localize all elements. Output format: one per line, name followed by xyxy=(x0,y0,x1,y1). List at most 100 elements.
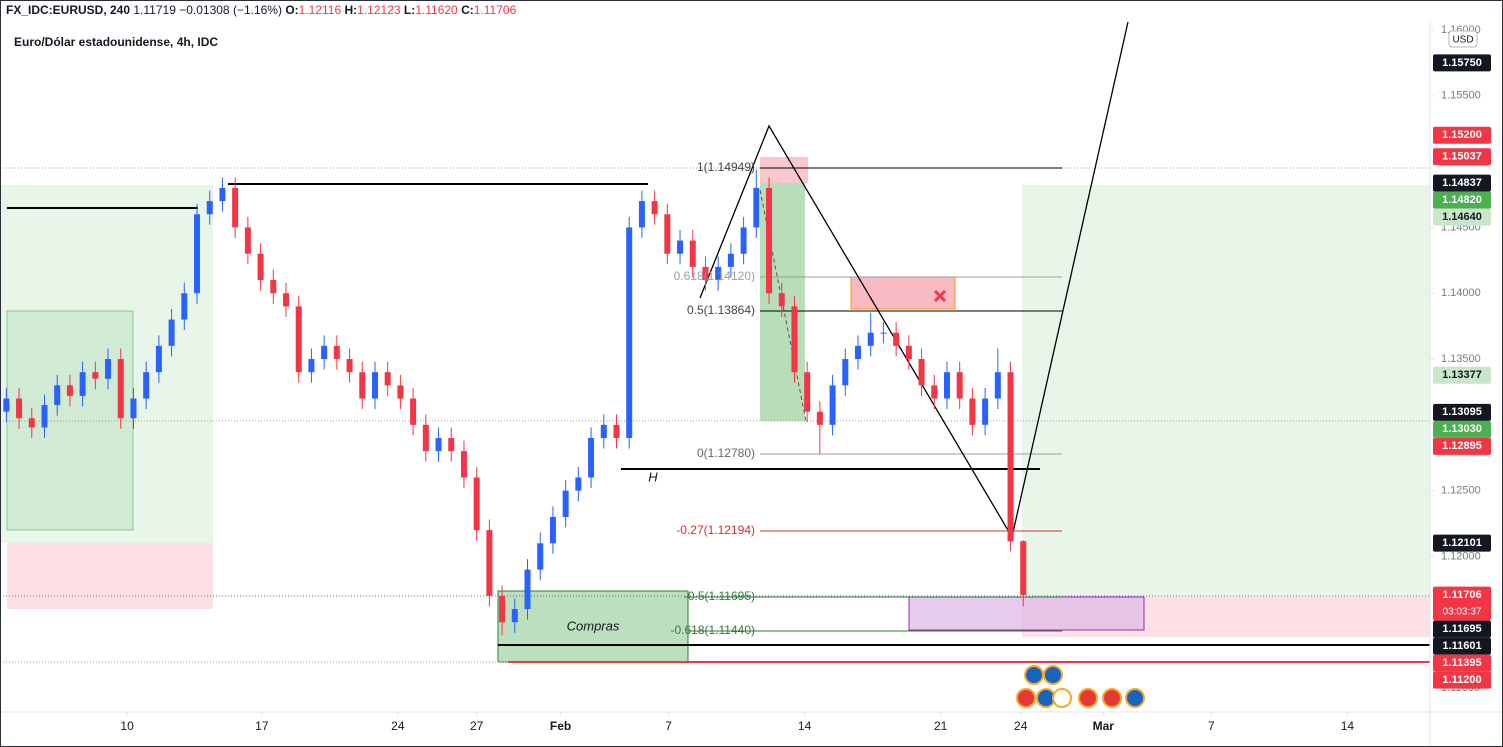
price-tag xyxy=(1433,208,1491,226)
h-label: H: xyxy=(345,3,358,17)
zone xyxy=(850,276,956,310)
chart-title: Euro/Dólar estadounidense, 4h, IDC xyxy=(14,35,218,49)
candle-body xyxy=(791,306,798,373)
candle-body xyxy=(766,187,773,294)
candle-body xyxy=(537,543,544,570)
price-tag xyxy=(1433,586,1491,621)
candle-body xyxy=(740,227,747,254)
x-tick-label: 7 xyxy=(665,719,672,733)
x-tick-label: 21 xyxy=(934,719,948,733)
event-icon[interactable] xyxy=(1052,688,1072,708)
candle-body xyxy=(943,372,950,399)
candle-body xyxy=(283,293,289,307)
candle-body xyxy=(181,293,188,320)
zone xyxy=(7,543,213,609)
candle-body xyxy=(562,490,569,517)
fib-label: 1(1.14949) xyxy=(697,160,755,174)
candle-body xyxy=(130,398,137,419)
candle-body xyxy=(92,372,99,379)
candle-body xyxy=(346,359,353,373)
event-icon[interactable] xyxy=(1043,665,1063,685)
candle-body xyxy=(54,385,61,406)
candle-body xyxy=(194,214,201,294)
candles: 1(1.14949) 0.618(1.14120) 0.5(1.13864) 0(1.… xyxy=(3,160,1027,637)
candle-body xyxy=(689,240,696,267)
price-tag xyxy=(1433,534,1491,552)
candle-body xyxy=(257,253,264,281)
price-tag-label: 1.15750 xyxy=(1442,57,1482,69)
price-tag xyxy=(1433,54,1491,72)
change: −0.01308 (−1.16%) xyxy=(179,3,282,17)
annotation: H xyxy=(648,469,658,484)
price-tag xyxy=(1433,437,1491,455)
price-tag-label: 1.15037 xyxy=(1442,151,1482,163)
candle-body xyxy=(333,345,340,360)
candle-body xyxy=(3,398,10,412)
buy-zone xyxy=(497,590,689,663)
cross-mark xyxy=(933,289,947,303)
x-tick-label: 27 xyxy=(470,719,484,733)
price-tag-label: 1.14820 xyxy=(1442,194,1482,206)
event-icon[interactable] xyxy=(1078,688,1098,708)
candle-body xyxy=(384,372,391,386)
candle-body xyxy=(867,332,874,346)
candle-body xyxy=(499,595,506,623)
event-icon[interactable] xyxy=(1102,688,1122,708)
x-tick-label: 24 xyxy=(1014,719,1028,733)
price-tag xyxy=(1433,620,1491,638)
price-tag-label: 1.15200 xyxy=(1442,129,1482,141)
dashed-line xyxy=(759,189,807,422)
time-axis xyxy=(0,712,1503,747)
candle-body xyxy=(613,424,620,438)
candle-body xyxy=(232,187,239,228)
candle-body xyxy=(422,424,429,452)
candle-body xyxy=(105,359,112,379)
candle-body xyxy=(931,385,938,399)
candle-body xyxy=(28,418,35,428)
header-bar xyxy=(0,0,1503,22)
x-tick-label: Feb xyxy=(550,719,571,733)
price-tag xyxy=(1433,174,1491,192)
event-icon[interactable] xyxy=(1016,688,1036,708)
candle-body xyxy=(956,372,963,399)
event-icon[interactable] xyxy=(1125,688,1145,708)
candle-body xyxy=(918,359,925,386)
candle-body xyxy=(1007,372,1014,542)
candle-body xyxy=(79,372,86,396)
price-tag-label: 1.11395 xyxy=(1442,657,1481,669)
candle-body xyxy=(511,609,518,623)
event-icon[interactable] xyxy=(1024,665,1044,685)
x-tick-label: Mar xyxy=(1093,719,1115,733)
price-tag-label: 1.12101 xyxy=(1442,537,1482,549)
candle-body xyxy=(397,385,404,399)
last: 1.11719 xyxy=(133,3,176,17)
candle-body xyxy=(308,359,315,373)
candle-body xyxy=(664,214,671,254)
candle-body xyxy=(155,345,162,373)
candle-body xyxy=(486,530,493,596)
candle-body xyxy=(549,516,556,544)
y-tick-label: 1.13500 xyxy=(1441,353,1481,365)
price-tag-label: 1.11695 xyxy=(1442,623,1481,635)
price-tag xyxy=(1433,191,1491,209)
zone xyxy=(908,596,1145,631)
fib-label: -0.27(1.12194) xyxy=(676,523,755,537)
currency-box[interactable] xyxy=(1448,30,1478,48)
candle-body xyxy=(359,372,366,399)
candle-body xyxy=(715,266,722,281)
c-label: C: xyxy=(461,3,474,17)
candle-body xyxy=(524,569,531,610)
header: FX_IDC:EURUSD, 240 1.11719 −0.01308 (−1.… xyxy=(6,3,517,17)
fib-label: 0.618(1.14120) xyxy=(674,269,755,283)
candle-body xyxy=(473,477,480,531)
candle-body xyxy=(778,293,785,307)
candle-body xyxy=(371,372,378,399)
fib-label: -0.618(1.11440) xyxy=(670,623,755,637)
candle-body xyxy=(448,437,455,452)
price-tag xyxy=(1433,126,1491,144)
projection-path xyxy=(699,21,1129,539)
candle-body xyxy=(829,385,836,425)
axis-labels: 1.160001.155001.145001.140001.135001.125… xyxy=(120,24,1491,733)
l-label: L: xyxy=(404,3,415,17)
